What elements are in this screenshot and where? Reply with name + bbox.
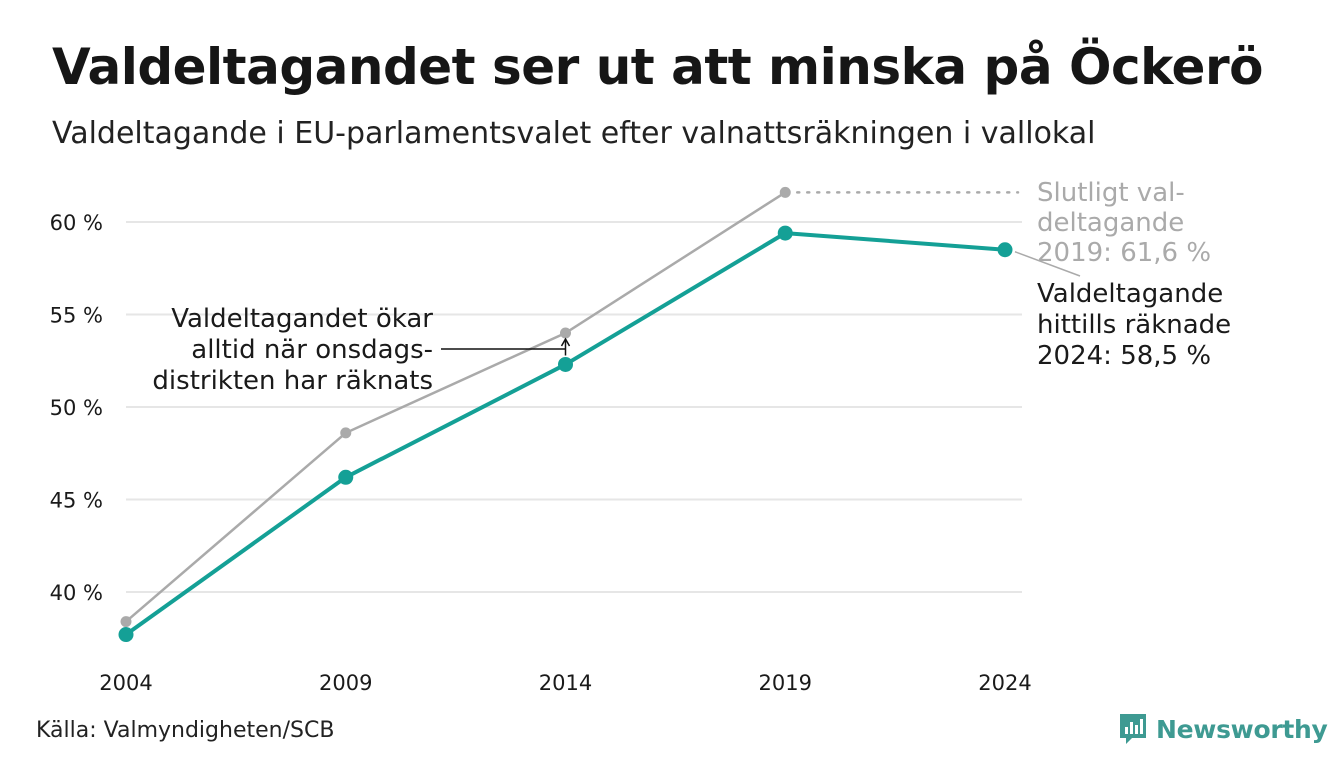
brand-logo: Newsworthy (1118, 712, 1328, 746)
data-point-preliminary (777, 225, 793, 241)
y-tick-label: 45 % (50, 489, 103, 513)
y-tick-label: 55 % (50, 304, 103, 328)
data-point-preliminary (118, 627, 134, 643)
current-value-annotation: hittills räknade (1037, 310, 1231, 340)
current-value-annotation: Valdeltagande (1037, 279, 1223, 309)
series-line-final (125, 191, 786, 623)
note-arrow-line (441, 339, 567, 356)
data-point-final (560, 327, 571, 339)
chart-subtitle: Valdeltagande i EU-parlamentsvalet efter… (52, 116, 1096, 151)
annotation-connector (1014, 251, 1081, 277)
x-tick-label: 2014 (539, 671, 592, 695)
x-tick-label: 2004 (99, 671, 152, 695)
current-value-annotation: 2024: 58,5 % (1037, 341, 1211, 371)
note-annotation: Valdeltagandet ökar (171, 304, 433, 334)
data-point-final (779, 186, 791, 198)
final-value-annotation: 2019: 61,6 % (1037, 238, 1211, 268)
y-tick-label: 50 % (50, 396, 103, 420)
series-line-preliminary (124, 231, 1006, 637)
data-point-final (340, 427, 352, 439)
x-tick-label: 2009 (319, 671, 372, 695)
final-value-annotation: deltagande (1037, 208, 1184, 238)
data-point-preliminary (997, 242, 1013, 258)
note-arrow-head (560, 337, 571, 347)
source-note: Källa: Valmyndigheten/SCB (36, 718, 335, 743)
newsworthy-icon (1120, 714, 1146, 744)
note-annotation: alltid när onsdags- (191, 335, 433, 365)
note-annotation: distrikten har räknats (152, 366, 433, 396)
data-point-final (120, 616, 132, 628)
final-value-annotation: Slutligt val- (1037, 178, 1185, 208)
data-point-preliminary (338, 469, 354, 485)
chart-title: Valdeltagandet ser ut att minska på Öcke… (52, 38, 1263, 96)
x-tick-label: 2024 (978, 671, 1031, 695)
y-tick-label: 40 % (50, 581, 103, 605)
data-point-preliminary (558, 356, 573, 372)
brand-name: Newsworthy (1156, 714, 1328, 744)
y-tick-label: 60 % (50, 211, 103, 235)
x-tick-label: 2019 (759, 671, 812, 695)
